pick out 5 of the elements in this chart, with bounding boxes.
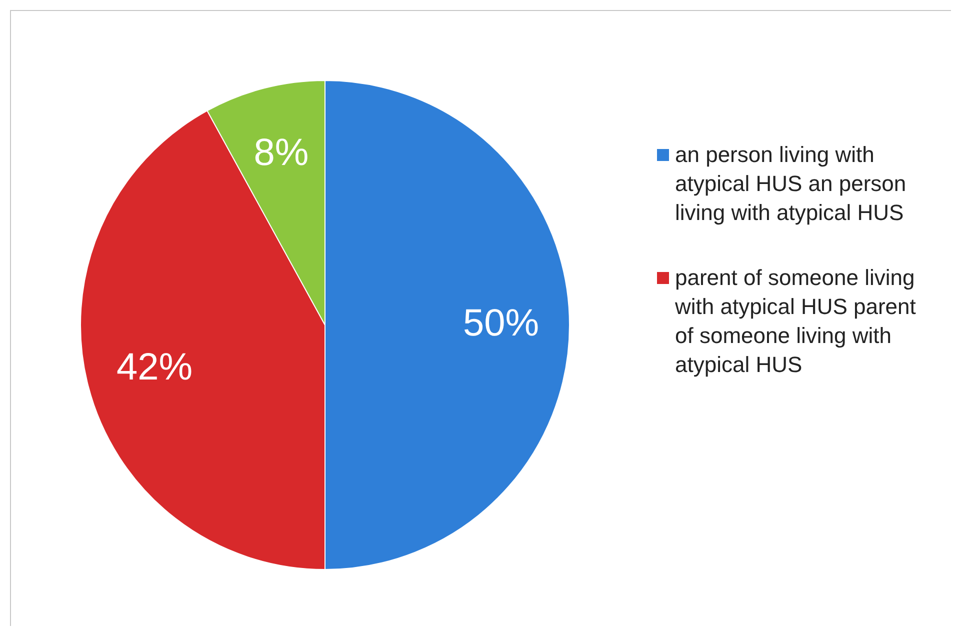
data-label: 8% xyxy=(254,132,309,174)
legend-label: an person living with atypical HUS an person living with atypical HUS xyxy=(674,141,908,227)
data-label: 42% xyxy=(116,346,193,388)
legend-label: parent of someone living with atypical HUS parent of someone living with atypical HUS xyxy=(674,264,917,379)
data-label: 50% xyxy=(463,302,540,344)
